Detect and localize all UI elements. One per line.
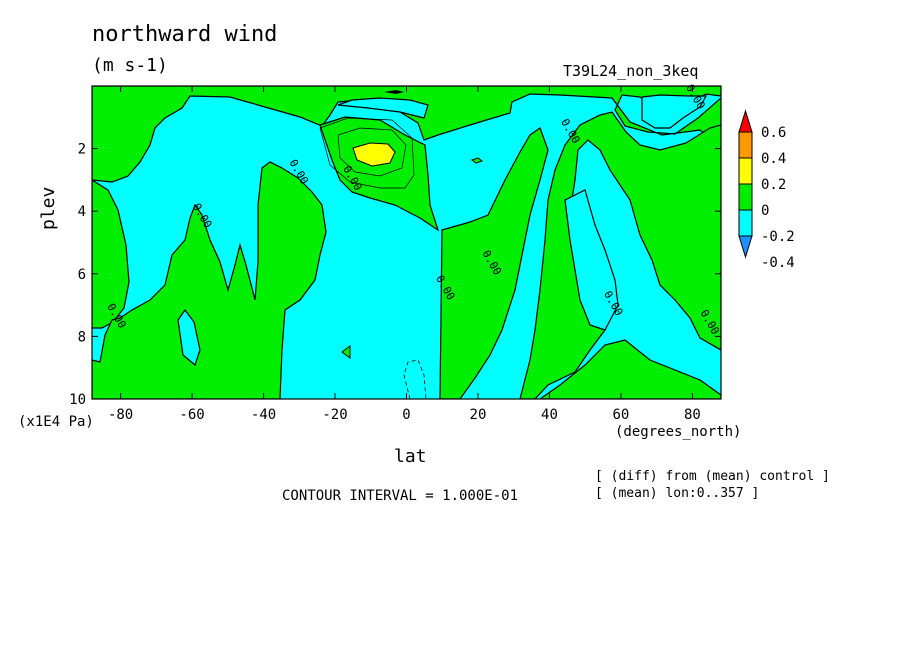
y-tick-label: 2 [78,142,86,158]
contour-negative-dashed [403,359,427,399]
x-tick-label: 80 [684,407,701,423]
run-label: T39L24_non_3keq [563,62,699,80]
y-tick-label: 10 [69,392,86,408]
x-tick-label: -80 [108,407,133,423]
contour-small-triangle [341,345,351,359]
positive-region-center-column [439,127,549,399]
contour-interval-note: CONTOUR INTERVAL = 1.000E-01 [282,488,519,504]
y-axis: 2 4 6 8 10 [69,142,721,408]
colorbar-top-arrow [738,109,753,133]
x-axis-label: lat [394,446,427,467]
diff-note: [ (diff) from (mean) control ] [595,469,830,484]
y-axis-unit: (x1E4 Pa) [18,414,94,430]
band-0-2-0-4-patch [352,142,396,167]
colorbar-label: -0.2 [761,229,795,245]
colorbar-bottom-arrow [738,235,753,259]
mean-note: [ (mean) lon:0..357 ] [595,486,760,501]
positive-region-right-column [519,111,721,399]
x-tick-label: 60 [613,407,630,423]
colorbar-label: 0.2 [761,177,786,193]
y-tick-label: 6 [78,267,86,283]
x-axis: -80 -60 -40 -20 0 20 40 60 80 [108,86,701,423]
colorbar-swatch [738,183,753,211]
colorbar-label: 0 [761,203,769,219]
x-tick-label: -20 [322,407,347,423]
x-tick-label: -60 [179,407,204,423]
contour-fields [92,86,721,399]
negative-region-left-lobe [177,308,201,367]
y-tick-label: 4 [78,204,86,220]
y-tick-label: 8 [78,329,86,345]
x-tick-label: 40 [541,407,558,423]
chart-units: (m s-1) [92,55,168,76]
negative-region-right-upper [641,94,708,129]
positive-region-left-column [92,179,130,329]
contour-0-1-inner [337,127,407,177]
x-tick-label: -40 [251,407,276,423]
contour-0-1-outer [319,117,415,189]
positive-region-bottom-right [538,339,721,399]
colorbar-label: 0.6 [761,125,786,141]
colorbar-label: 0.4 [761,151,786,167]
x-axis-unit: (degrees_north) [615,424,742,440]
colorbar-swatch [738,209,753,237]
x-tick-label: 0 [402,407,410,423]
colorbar: 0.6 0.4 0.2 0 -0.2 -0.4 [738,109,795,271]
negative-region-right-lobe [564,189,619,331]
positive-region-left-plumes [92,161,327,399]
chart-title: northward wind [92,22,278,47]
colorbar-label: -0.4 [761,255,795,271]
negative-region-upper-pocket [337,97,429,119]
contour-tiny-oval [470,157,484,164]
colorbar-swatch [738,157,753,185]
colorbar-swatch [738,131,753,159]
contour-top-mark [384,90,404,94]
positive-region-upper-center [319,116,440,232]
x-tick-label: 20 [470,407,487,423]
